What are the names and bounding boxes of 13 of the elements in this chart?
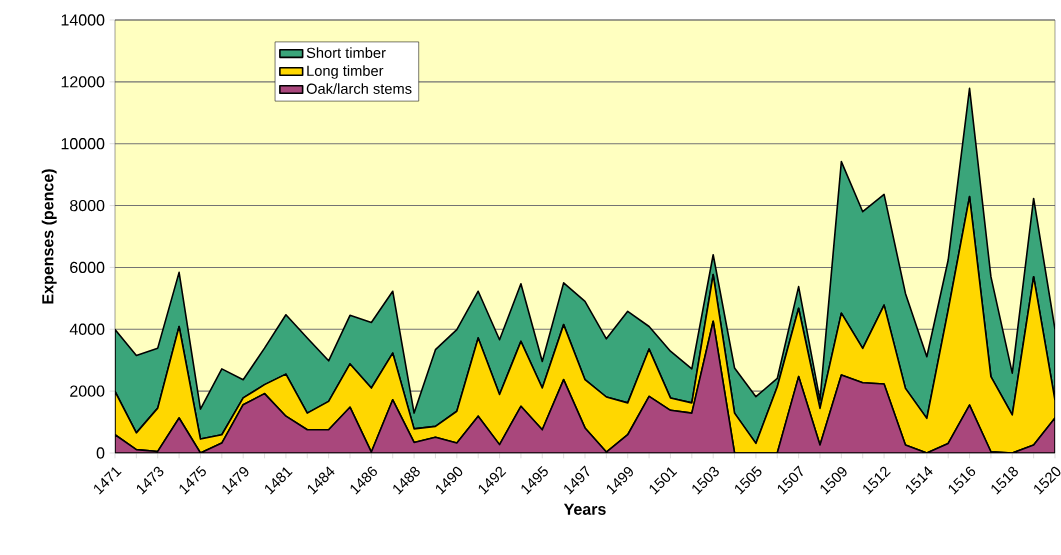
y-tick-label: 14000 bbox=[61, 14, 105, 26]
legend-label: Short timber bbox=[306, 47, 386, 59]
y-tick-label: 4000 bbox=[69, 323, 105, 335]
y-tick-label: 10000 bbox=[61, 138, 105, 150]
y-tick-label: 12000 bbox=[61, 76, 105, 88]
y-axis-title: Expenses (pence) bbox=[41, 169, 57, 304]
y-tick-label: 0 bbox=[96, 447, 105, 459]
y-tick-label: 6000 bbox=[70, 261, 105, 274]
legend-label: Long timber bbox=[307, 65, 384, 79]
y-tick-label: 2000 bbox=[70, 385, 105, 397]
legend-label: Oak/larch stems bbox=[306, 83, 412, 94]
y-tick-label: 8000 bbox=[70, 199, 105, 212]
x-axis-title: Years bbox=[563, 503, 606, 515]
